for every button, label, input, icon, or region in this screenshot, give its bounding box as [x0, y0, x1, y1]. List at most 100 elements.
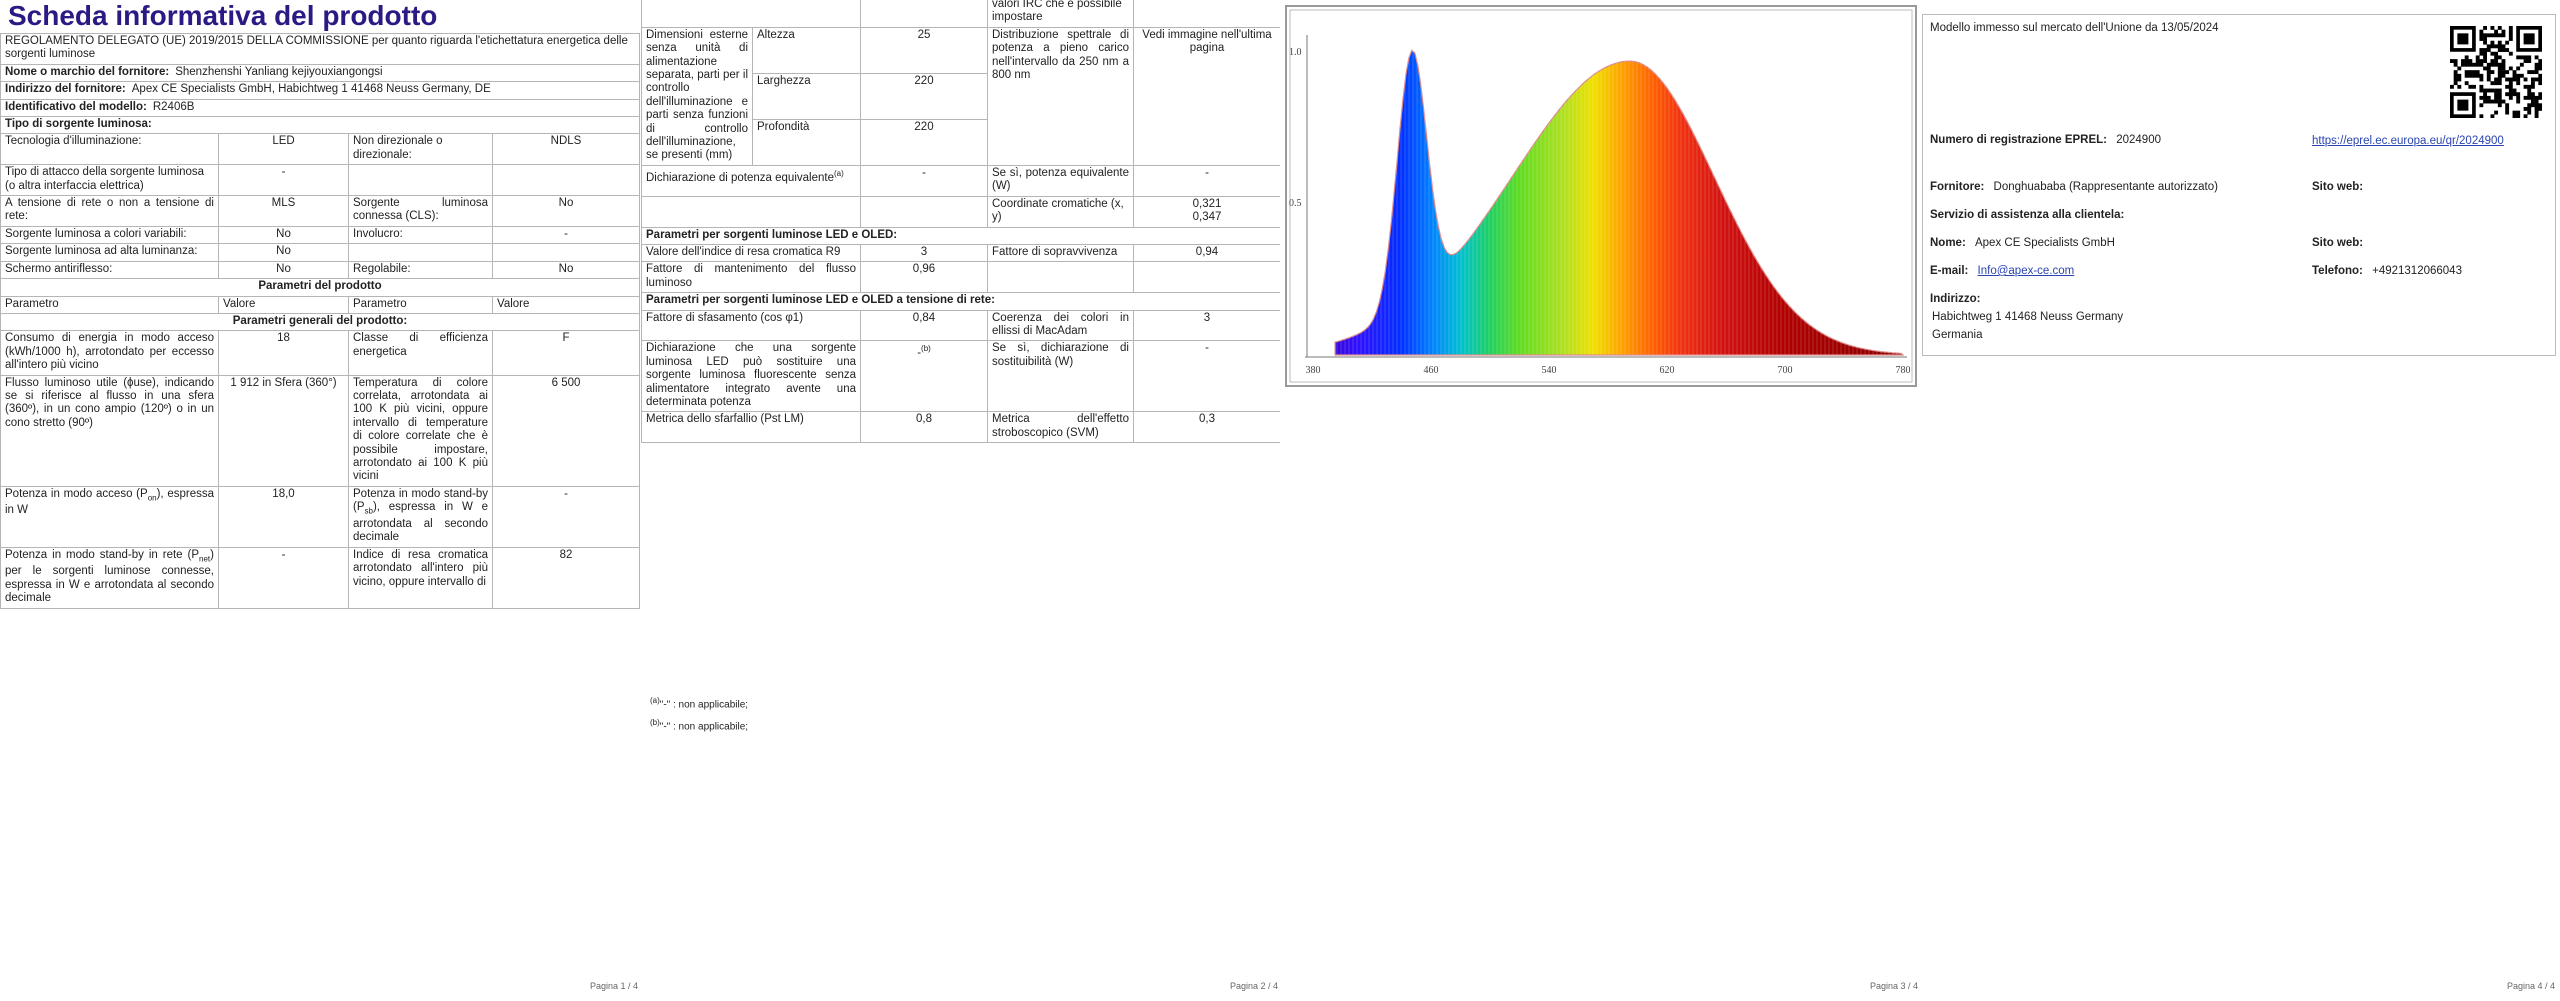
- qr-module: [2530, 77, 2535, 82]
- table-row: Sorgente luminosa a colori variabili: No I…: [0, 225, 640, 245]
- footnote-text: "-" : non applicabile;: [659, 699, 749, 711]
- table-row: Fattore di sfasamento (cos φ1) 0,84 Coeren…: [641, 309, 1280, 342]
- table-cell: Valore: [492, 295, 640, 314]
- qr-module: [2486, 95, 2491, 100]
- qr-module: [2508, 51, 2513, 56]
- qr-module: [2490, 70, 2495, 75]
- field-value: Habichtweg 1 41468 Neuss Germany: [1932, 311, 2124, 323]
- table-row: Coordinate cromatiche (x, y) 0,321 0,347: [641, 195, 1280, 228]
- table-cell: 0,96: [860, 261, 988, 294]
- qr-module: [2479, 114, 2484, 118]
- field-value: Apex CE Specialists GmbH, Habichtweg 1 4…: [131, 83, 491, 96]
- cell-text: Schermo antiriflesso:: [5, 262, 113, 275]
- table-row: Potenza in modo acceso (Pon), espressa i…: [0, 485, 640, 548]
- qr-module: [2486, 88, 2491, 93]
- field-label: Sito web:: [2312, 181, 2364, 193]
- product-table: REGOLAMENTO DELEGATO (UE) 2019/2015 DELL…: [0, 33, 640, 609]
- qr-module: [2475, 70, 2480, 75]
- qr-module: [2530, 70, 2535, 75]
- eprel-link[interactable]: https://eprel.ec.europa.eu/qr/2024900: [2312, 135, 2504, 147]
- cell-text: 18: [277, 332, 290, 345]
- table-cell: 220: [860, 72, 988, 120]
- qr-module: [2457, 66, 2462, 71]
- cell-text: Classe di efficienza energetica: [353, 332, 488, 358]
- cell-text: ), espressa in W: [5, 487, 214, 517]
- cell-text: Indice di resa cromatica arrotondato all…: [353, 548, 488, 588]
- qr-module: [2490, 62, 2495, 67]
- qr-module: [2538, 59, 2542, 63]
- table-cell: LED: [218, 133, 349, 166]
- qr-module: [2508, 77, 2513, 82]
- table-cell: [1133, 0, 1280, 28]
- table-cell: Vedi immagine nell'ultima pagina: [1133, 26, 1280, 166]
- qr-module: [2497, 55, 2502, 60]
- qr-module: [2508, 37, 2513, 41]
- table-row: Nome o marchio del fornitore: Shenzhenshi…: [0, 63, 640, 83]
- qr-module: [2490, 40, 2495, 45]
- cell-text: (b): [921, 344, 931, 354]
- qr-module: [2486, 99, 2491, 104]
- cell-text: Sorgente luminosa a colori variabili:: [5, 227, 187, 240]
- qr-module: [2505, 48, 2510, 52]
- qr-module: [2475, 73, 2480, 78]
- qr-module: [2461, 62, 2465, 67]
- market-date: Modello immesso sul mercato dell'Unione …: [1930, 22, 2219, 34]
- cell-text: No: [558, 197, 574, 210]
- table-row: Metrica dello sfarfallio (Pst LM) 0,8 Metr…: [641, 411, 1280, 444]
- qr-module: [2494, 110, 2499, 115]
- cell-text: Sorgente luminosa ad alta luminanza:: [5, 245, 198, 258]
- qr-module: [2519, 73, 2524, 78]
- cell-text: A tensione di rete o non a tensione di r…: [5, 197, 214, 223]
- qr-module: [2457, 73, 2462, 78]
- qr-module: [2475, 59, 2480, 63]
- email-link[interactable]: Info@apex-ce.com: [1977, 265, 2075, 277]
- qr-module: [2464, 55, 2469, 60]
- page-1: Scheda informativa del prodotto REGOLAME…: [0, 0, 640, 1001]
- cell-text: on: [147, 493, 157, 503]
- table-cell: Parametri per sorgenti luminose LED e OL…: [641, 226, 1280, 245]
- qr-module: [2497, 77, 2502, 82]
- table-cell: Potenza in modo acceso (Pon), espressa i…: [0, 485, 219, 548]
- cell-text: Valore dell'indice di resa cromatica R9: [646, 245, 841, 258]
- qr-module: [2479, 51, 2484, 56]
- cell-text: Parametro: [353, 297, 407, 310]
- qr-module: [2497, 66, 2502, 71]
- qr-module: [2523, 55, 2528, 60]
- qr-module: [2490, 88, 2495, 93]
- qr-module: [2501, 59, 2506, 63]
- cell-text: 6 500: [551, 376, 581, 389]
- cell-text: Se sì, dichiarazione di sostituibilità (…: [992, 342, 1129, 368]
- qr-module: [2483, 55, 2487, 60]
- qr-module: [2479, 77, 2484, 82]
- qr-module: [2527, 95, 2532, 100]
- qr-module: [2497, 48, 2502, 52]
- cell-text: -: [281, 166, 286, 179]
- cell-text: Dichiarazione che una sorgente luminosa …: [646, 342, 856, 408]
- qr-module: [2483, 37, 2487, 41]
- page-footer: Pagina 4 / 4: [2506, 981, 2555, 991]
- qr-module: [2483, 99, 2487, 104]
- footnote-text: "-" : non applicabile;: [659, 721, 749, 733]
- qr-module: [2497, 103, 2502, 108]
- table-cell: Profondità: [752, 118, 861, 166]
- qr-module: [2494, 59, 2499, 63]
- table-cell: Metrica dell'effetto stroboscopico (SVM): [987, 411, 1134, 444]
- qr-module: [2483, 59, 2487, 63]
- product-table: valori IRC che è possibile impostare Dime…: [641, 0, 1280, 444]
- qr-module: [2534, 66, 2539, 71]
- table-cell: [492, 164, 640, 197]
- field-label: Fornitore:: [1930, 181, 1985, 193]
- qr-module: [2505, 106, 2510, 111]
- qr-module: [2494, 55, 2499, 60]
- qr-module: [2501, 29, 2506, 34]
- table-row: Parametro Valore Parametro Valore: [0, 295, 640, 314]
- qr-module: [2486, 70, 2491, 75]
- table-cell: [641, 0, 861, 28]
- footnote: (b)"-" : non applicabile;: [650, 718, 748, 732]
- qr-module: [2472, 73, 2476, 78]
- qr-module: [2453, 77, 2458, 82]
- qr-module: [2523, 77, 2528, 82]
- qr-module: [2501, 73, 2506, 78]
- cell-text: Metrica dell'effetto stroboscopico (SVM): [992, 413, 1129, 439]
- table-row: A tensione di rete o non a tensione di r…: [0, 195, 640, 227]
